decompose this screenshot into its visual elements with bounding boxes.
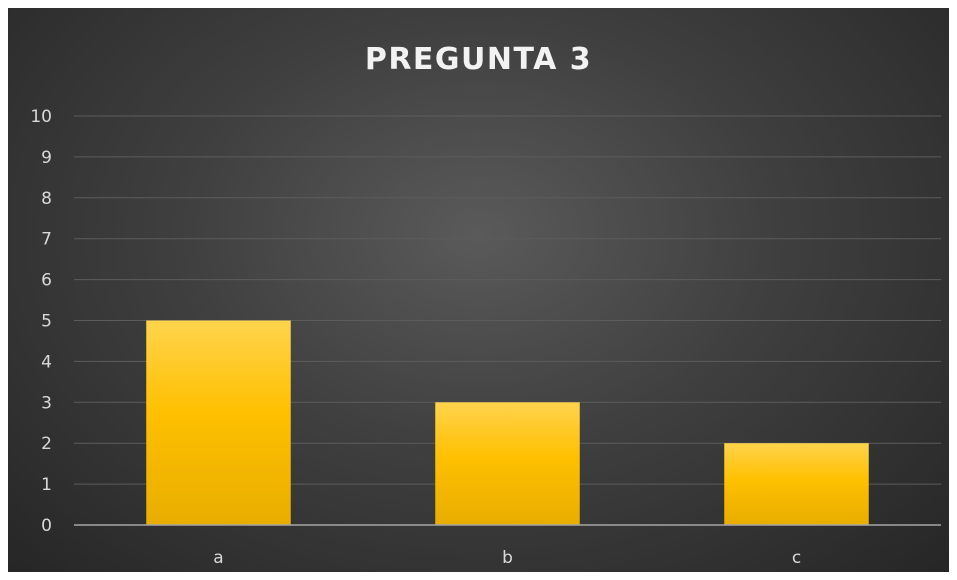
chart-area: PREGUNTA 3 0 1 2 3 4 5 6 7 8 9 10 a b c [8, 8, 949, 572]
y-tick-label-0: 0 [41, 516, 52, 536]
y-tick-label-9: 9 [41, 148, 52, 168]
bar-b [435, 402, 580, 525]
y-tick-label-2: 2 [41, 434, 52, 454]
bar-a [146, 320, 291, 525]
plot-area: 0 1 2 3 4 5 6 7 8 9 10 a b c [30, 107, 941, 568]
x-category-label-a: a [213, 548, 223, 568]
y-tick-label-3: 3 [41, 393, 52, 413]
y-tick-label-1: 1 [41, 475, 52, 495]
y-tick-label-4: 4 [41, 352, 52, 372]
y-tick-label-8: 8 [41, 189, 52, 209]
y-tick-label-5: 5 [41, 312, 52, 332]
bar-c [724, 443, 869, 525]
y-tick-label-6: 6 [41, 271, 52, 291]
bars [146, 320, 869, 525]
x-category-label-b: b [502, 548, 513, 568]
y-tick-label-7: 7 [41, 230, 52, 250]
labels: 0 1 2 3 4 5 6 7 8 9 10 a b c [30, 107, 801, 568]
x-category-label-c: c [792, 548, 801, 568]
chart-title: PREGUNTA 3 [364, 42, 593, 77]
y-tick-label-10: 10 [30, 107, 52, 127]
